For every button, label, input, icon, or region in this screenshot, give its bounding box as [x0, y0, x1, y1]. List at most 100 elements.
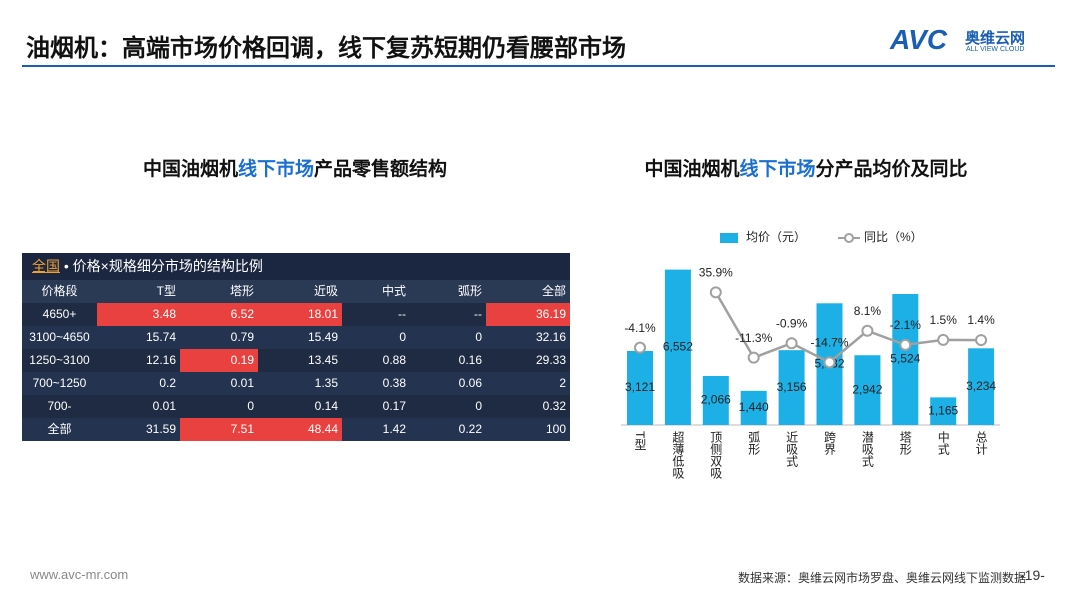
table-caption: 全国 • 价格×规格细分市场的结构比例: [22, 253, 570, 280]
x-tick-label: 近吸式: [785, 431, 799, 467]
table-cell: 0: [399, 330, 406, 344]
header-rule: [22, 65, 1055, 67]
table-cell: 0.19: [180, 349, 258, 372]
table-cell: 全部: [47, 422, 72, 436]
x-tick-label: 弧形: [747, 431, 761, 456]
table-cell: 0.79: [230, 330, 254, 344]
bar: [778, 350, 805, 425]
x-tick-label: 顶侧双吸: [709, 431, 723, 480]
table-cell: 13.45: [307, 353, 338, 367]
bar-value-label: 3,121: [625, 380, 655, 394]
table-cell: 31.59: [145, 422, 176, 436]
bar-value-label: 3,234: [966, 379, 996, 393]
table-row: 全部 31.59 7.51 48.44 1.42 0.22 100: [22, 418, 570, 441]
table-cell: 48.44: [258, 418, 342, 441]
line-marker: [861, 324, 874, 337]
bar: [892, 294, 919, 425]
page-number: -19-: [1020, 567, 1045, 583]
table-cell: 29.33: [535, 353, 566, 367]
table-cell: 0.32: [542, 399, 566, 413]
line-marker: [634, 341, 646, 354]
table-cell: 32.16: [535, 330, 566, 344]
x-tick-label: 潜吸式: [860, 431, 874, 467]
bar: [854, 355, 881, 425]
line-marker: [785, 337, 798, 350]
table-cell: 0.16: [458, 353, 482, 367]
table-cell: 0.88: [382, 353, 406, 367]
table-cell: 15.49: [307, 330, 338, 344]
table-cell: 6.52: [180, 303, 258, 326]
table-cell: 0.01: [152, 399, 176, 413]
table-cell: 1.35: [314, 376, 338, 390]
bar-value-label: 5,524: [890, 352, 920, 366]
caption: • 价格×规格细分市场的结构比例: [63, 258, 263, 274]
bar-value-label: 3,156: [777, 380, 807, 394]
legend-marker: [844, 233, 854, 243]
table-cell: 中式: [381, 284, 406, 298]
line-value-label: -14.7%: [810, 336, 848, 350]
table-cell: 0: [247, 399, 254, 413]
slide-title: 油烟机：高端市场价格回调，线下复苏短期仍看腰部市场: [26, 35, 626, 62]
source: 数据来源：奥维云网市场罗盘、奥维云网线下监测数据: [738, 571, 1027, 585]
bar: [930, 397, 957, 425]
bar: [740, 390, 767, 425]
x-tick-label: 超薄低吸: [671, 430, 685, 480]
title-part: 中国油烟机: [142, 159, 238, 180]
line-value-label: 1.5%: [930, 313, 958, 327]
table-cell: 0: [475, 330, 482, 344]
table-cell: --: [474, 307, 482, 321]
line-value-label: -2.1%: [890, 318, 922, 332]
bar: [968, 348, 995, 425]
line-value-label: -4.1%: [624, 321, 656, 335]
title-part: 线下市场: [739, 159, 816, 180]
bar-value-label: 2,942: [852, 382, 882, 396]
table-cell: T型: [156, 284, 176, 298]
table-cell: 全部: [541, 284, 566, 298]
title-part: 中国油烟机: [644, 159, 740, 180]
table-cell: 0.06: [458, 376, 482, 390]
x-tick-label: 塔形: [898, 431, 912, 456]
line-value-label: 8.1%: [854, 304, 882, 318]
table-cell: 3100~4650: [29, 330, 90, 344]
table-cell: 0.17: [382, 399, 406, 413]
table-title: 中国油烟机线下市场产品零售额结构: [143, 154, 447, 181]
table-row: 4650+ 3.48 6.52 18.01 -- -- 36.19: [22, 303, 570, 326]
line-value-label: -11.3%: [735, 331, 772, 345]
table-cell: 12.16: [145, 353, 176, 367]
bar-value-label: 1,440: [739, 400, 769, 414]
table-cell: 0: [475, 399, 482, 413]
x-tick-label: T型: [633, 431, 647, 450]
line-marker: [937, 333, 950, 346]
line-marker: [975, 334, 988, 347]
x-tick-label: 中式: [936, 430, 950, 455]
x-tick-label: 跨界: [823, 431, 837, 456]
line-value-label: 1.4%: [967, 313, 995, 327]
line: [714, 291, 982, 364]
line-marker: [747, 351, 760, 364]
line-marker: [709, 286, 722, 299]
table-cell: 近吸: [313, 284, 338, 298]
table-cell: 3.48: [97, 303, 180, 326]
title-part: 线下市场: [237, 159, 315, 180]
table-cell: 7.51: [180, 418, 258, 441]
x-tick-label: 总计: [974, 431, 988, 455]
bar: [702, 376, 729, 425]
table-cell: 0.01: [230, 376, 254, 390]
line-value-label: 35.9%: [699, 266, 733, 280]
table-row: 价格段 T型 塔形 近吸 中式 弧形 全部: [22, 280, 570, 303]
table-row: 700~1250 0.2 0.01 1.35 0.38 0.06 2: [22, 372, 570, 395]
table-row: 700- 0.01 0 0.14 0.17 0 0.32: [22, 395, 570, 418]
table-cell: --: [398, 307, 406, 321]
table-row: 3100~4650 15.74 0.79 15.49 0 0 32.16: [22, 326, 570, 349]
legend-label: 同比（%）: [864, 230, 923, 244]
table-cell: 700~1250: [32, 376, 87, 390]
table-cell: 0.14: [314, 399, 338, 413]
bar: [664, 269, 691, 425]
table: 全国 • 价格×规格细分市场的结构比例 价格段 T型 塔形 近吸 中式 弧形 全部 4650+…: [22, 253, 570, 441]
table-cell: 弧形: [457, 284, 482, 298]
table-cell: 0.38: [382, 376, 406, 390]
region: 全国: [32, 258, 60, 274]
table-cell: 价格段: [41, 284, 78, 298]
